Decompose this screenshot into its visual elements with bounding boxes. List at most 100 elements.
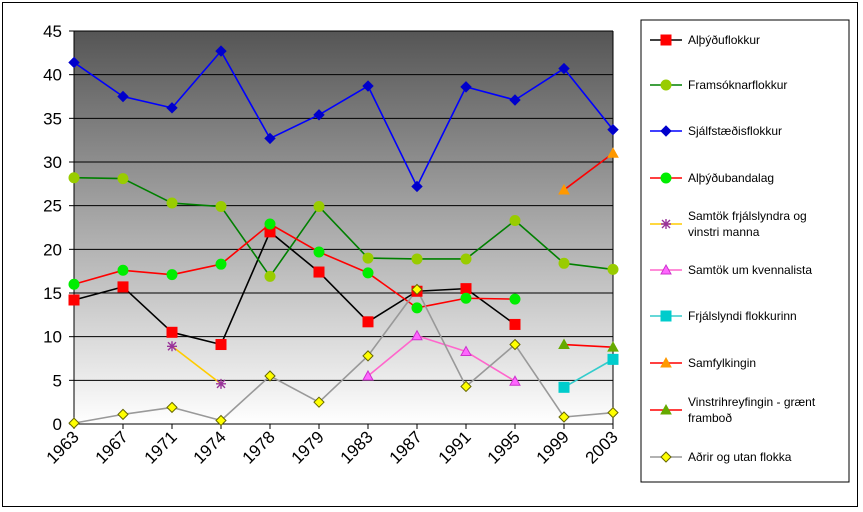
- x-tick-label: 1978: [239, 427, 279, 467]
- legend-label: Frjálslyndi flokkurinn: [688, 309, 797, 323]
- x-tick-label: 1991: [435, 427, 475, 467]
- series-9-point: [264, 370, 276, 382]
- legend-label: Samtök frjálslyndra og vinstri manna: [688, 209, 807, 239]
- series-9-point: [117, 408, 129, 421]
- series-5-point: [509, 375, 521, 386]
- legend-label: Samtök um kvennalista: [688, 263, 812, 277]
- series-3-point: [166, 269, 178, 281]
- series-3-point: [215, 258, 227, 270]
- y-tick-labels: 0 5 10 15 20 25 30 35 40 45: [43, 22, 62, 434]
- series-7-point: [558, 183, 570, 195]
- legend-label: Vinstrihreyfingin - grænt framboð: [688, 395, 816, 425]
- x-tick-label: 1999: [533, 427, 573, 467]
- series-1-point: [460, 253, 472, 265]
- x-tick-labels: 1963 1967 1971 1974 1978 1979 1983 1987 1991 1995…: [43, 427, 622, 467]
- series-2-point: [509, 94, 521, 106]
- y-tick-label: 0: [53, 415, 62, 434]
- series-3-point: [460, 292, 472, 304]
- legend-marker: [660, 403, 672, 415]
- y-tick-label: 25: [43, 197, 62, 216]
- series-3-point: [509, 293, 521, 305]
- series-2-point: [215, 45, 227, 57]
- series-2-point: [117, 90, 129, 103]
- series-8-line: [563, 343, 614, 348]
- y-tick-label: 5: [53, 371, 62, 390]
- series-1-point: [509, 215, 521, 227]
- y-tick-label: 45: [43, 22, 62, 41]
- legend-label-line: vinstri manna: [688, 225, 760, 239]
- series-1-line: [73, 176, 614, 278]
- legend-marker: [660, 451, 672, 463]
- y-tick-label: 35: [43, 109, 62, 128]
- y-tick-label: 30: [43, 153, 62, 172]
- series-1-point: [607, 263, 619, 275]
- plot-background: [74, 31, 613, 424]
- series-2-point: [68, 56, 80, 69]
- series-3-point: [117, 264, 129, 276]
- series-0-point: [117, 281, 129, 293]
- series-3-point: [362, 267, 374, 279]
- legend-label: Aðrir og utan flokka: [688, 450, 792, 464]
- legend-label: Framsóknarflokkur: [688, 78, 787, 92]
- series-4-point: [167, 341, 177, 352]
- series-markers: [68, 45, 619, 429]
- series-1-point: [68, 172, 80, 184]
- x-tick-label: 1971: [141, 427, 181, 467]
- legend-marker: [660, 172, 672, 184]
- legend-label-line: Vinstrihreyfingin - grænt: [688, 395, 816, 409]
- series-7-line: [563, 152, 614, 191]
- series-lines: [73, 50, 614, 424]
- series-7-point: [607, 147, 619, 158]
- y-tick-label: 10: [43, 328, 62, 347]
- series-5-point: [362, 369, 374, 381]
- series-2-point: [166, 102, 178, 114]
- series-0-point: [215, 339, 227, 351]
- legend-marker: [660, 34, 672, 46]
- legend-marker: [660, 356, 672, 368]
- y-tick-label: 15: [43, 284, 62, 303]
- series-2-point: [362, 80, 374, 92]
- series-8-point: [558, 338, 570, 350]
- series-4-line: [171, 345, 222, 385]
- series-9-line: [73, 288, 614, 424]
- series-1-point: [362, 252, 374, 264]
- series-3-line: [73, 223, 516, 309]
- series-2-point: [313, 109, 325, 121]
- legend-marker: [660, 263, 672, 275]
- series-3-point: [68, 278, 80, 290]
- series-9-point: [411, 283, 423, 296]
- x-tick-label: 1967: [92, 427, 132, 467]
- series-1-point: [411, 253, 423, 265]
- series-2-line: [73, 50, 614, 188]
- legend-box: [640, 19, 850, 483]
- legend-label-line: framboð: [688, 411, 732, 425]
- series-0-point: [509, 318, 521, 330]
- series-2-point: [264, 132, 276, 145]
- series-9-point: [362, 350, 374, 362]
- legend: Alþýðuflokkur Framsóknarflokkur Sjálfstæði…: [640, 19, 850, 483]
- series-5-point: [460, 345, 472, 357]
- series-1-point: [166, 197, 178, 209]
- series-9-point: [509, 338, 521, 351]
- series-1-point: [313, 201, 325, 213]
- series-9-point: [460, 380, 472, 393]
- legend-label: Sjálfstæðisflokkur: [688, 124, 782, 138]
- plot-area: [74, 31, 613, 424]
- series-0-point: [313, 266, 325, 278]
- series-9-point: [313, 396, 325, 408]
- series-9-point: [558, 411, 570, 423]
- y-tick-label: 40: [43, 66, 62, 85]
- legend-label: Samfylkingin: [688, 356, 756, 370]
- legend-marker: [661, 219, 671, 229]
- series-9-point: [68, 417, 80, 429]
- series-9-point: [607, 406, 619, 419]
- series-9-point: [166, 401, 178, 414]
- series-2-point: [558, 62, 570, 75]
- legend-label: Alþýðuflokkur: [688, 33, 760, 47]
- series-1-point: [264, 270, 276, 282]
- series-5-point: [411, 329, 423, 341]
- series-0-point: [362, 316, 374, 328]
- series-1-point: [215, 201, 227, 213]
- x-tick-label: 1987: [386, 427, 426, 467]
